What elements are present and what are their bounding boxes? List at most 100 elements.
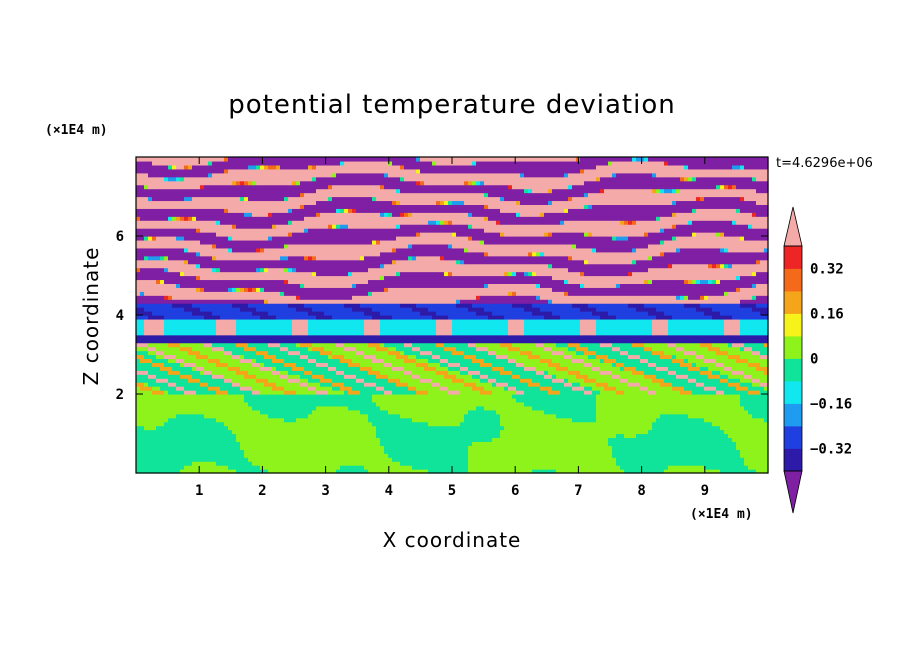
field-cell — [136, 350, 149, 356]
field-cell — [200, 228, 305, 233]
field-cell — [600, 390, 617, 395]
field-cell — [220, 386, 241, 391]
field-cell — [288, 303, 305, 308]
x-tick-label: 3 — [321, 483, 329, 499]
field-cell — [552, 350, 565, 356]
field-cell — [392, 366, 405, 371]
field-cell — [544, 315, 561, 320]
field-cell — [364, 382, 377, 387]
field-cell — [436, 200, 441, 205]
field-cell — [304, 192, 485, 198]
field-cell — [400, 164, 405, 170]
colorbar-bin — [784, 426, 802, 449]
field-cell — [564, 382, 573, 387]
field-cell — [296, 342, 301, 348]
field-cell — [440, 358, 449, 363]
field-cell — [164, 322, 217, 328]
field-cell — [168, 267, 213, 273]
field-cell — [240, 382, 265, 387]
field-cell — [464, 259, 585, 265]
field-cell — [420, 311, 437, 316]
field-cell — [304, 216, 485, 221]
field-cell — [136, 390, 153, 395]
field-cell — [376, 433, 501, 439]
field-cell — [308, 164, 313, 170]
field-cell — [240, 287, 245, 292]
field-cell — [680, 390, 693, 395]
field-cell — [388, 287, 553, 292]
field-cell — [316, 271, 349, 277]
field-cell — [708, 346, 721, 352]
field-cell — [584, 390, 593, 395]
field-cell — [344, 354, 365, 360]
field-cell — [580, 157, 633, 162]
field-cell — [356, 208, 501, 213]
field-cell — [512, 394, 597, 399]
field-cell — [548, 263, 553, 269]
field-cell — [468, 461, 617, 466]
field-cell — [744, 342, 765, 348]
field-cell — [728, 354, 741, 360]
field-cell — [184, 236, 229, 241]
field-cell — [696, 362, 717, 367]
field-cell — [344, 208, 349, 213]
field-cell — [196, 275, 201, 281]
field-cell — [740, 318, 769, 324]
field-cell — [164, 295, 169, 300]
field-cell — [136, 362, 153, 367]
field-cell — [396, 200, 401, 205]
field-cell — [440, 382, 465, 387]
field-cell — [136, 188, 317, 194]
x-tick-label: 7 — [574, 483, 582, 499]
field-cell — [144, 291, 281, 296]
field-cell — [552, 374, 557, 379]
field-cell — [648, 358, 673, 363]
field-cell — [464, 413, 501, 419]
field-cell — [332, 196, 373, 202]
field-cell — [692, 176, 697, 182]
field-cell — [616, 390, 625, 395]
field-cell — [524, 172, 565, 178]
field-cell — [724, 390, 749, 395]
field-cell — [276, 382, 301, 387]
field-cell — [192, 311, 213, 316]
field-cell — [756, 366, 769, 371]
field-cell — [504, 386, 509, 391]
field-cell — [500, 370, 513, 375]
field-cell — [544, 342, 557, 348]
field-cell — [436, 326, 453, 332]
field-cell — [632, 259, 637, 265]
field-cell — [208, 160, 213, 166]
field-cell — [404, 176, 597, 182]
field-cell — [156, 425, 229, 431]
field-cell — [224, 374, 245, 379]
field-cell — [316, 315, 333, 320]
field-cell — [252, 212, 269, 217]
field-cell — [500, 208, 565, 213]
field-cell — [644, 279, 649, 284]
field-cell — [136, 330, 145, 336]
field-cell — [616, 236, 629, 241]
field-cell — [524, 322, 581, 328]
field-cell — [308, 386, 317, 391]
field-cell — [284, 291, 369, 296]
field-cell — [584, 350, 597, 356]
field-cell — [472, 441, 609, 446]
field-cell — [672, 212, 677, 217]
field-cell — [688, 164, 733, 170]
field-cell — [136, 405, 253, 411]
field-cell — [136, 176, 165, 182]
field-cell — [596, 394, 741, 399]
field-cell — [284, 386, 309, 391]
field-cell — [452, 326, 509, 332]
field-cell — [260, 390, 285, 395]
field-cell — [680, 247, 721, 253]
field-cell — [156, 354, 165, 360]
field-cell — [660, 228, 665, 233]
field-cell — [700, 370, 713, 375]
field-cell — [188, 247, 229, 253]
field-cell — [152, 311, 193, 316]
field-cell — [588, 374, 613, 379]
field-cell — [136, 200, 317, 205]
field-cell — [368, 279, 565, 284]
